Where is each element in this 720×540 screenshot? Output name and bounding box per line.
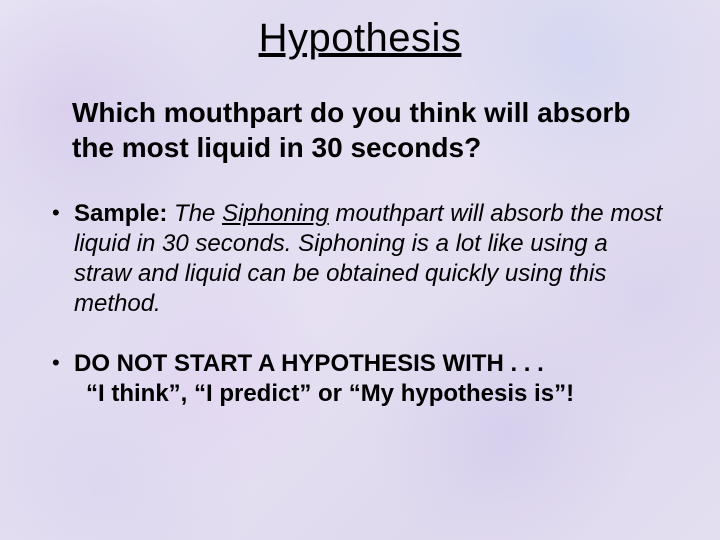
donot-line2: “I think”, “I predict” or “My hypothesis… bbox=[74, 379, 666, 409]
donot-bullet: DO NOT START A HYPOTHESIS WITH . . . “I … bbox=[48, 349, 666, 409]
slide: Hypothesis Which mouthpart do you think … bbox=[0, 16, 720, 540]
sample-label: Sample: bbox=[74, 200, 167, 227]
slide-title: Hypothesis bbox=[0, 16, 720, 61]
sample-bullet: Sample: The Siphoning mouthpart will abs… bbox=[48, 199, 666, 319]
donot-line1: DO NOT START A HYPOTHESIS WITH . . . bbox=[74, 350, 544, 377]
bullet-list: Sample: The Siphoning mouthpart will abs… bbox=[0, 199, 720, 409]
hypothesis-question: Which mouthpart do you think will absorb… bbox=[72, 95, 666, 165]
sample-keyword: Siphoning bbox=[222, 200, 329, 227]
sample-pre: The bbox=[174, 200, 222, 227]
